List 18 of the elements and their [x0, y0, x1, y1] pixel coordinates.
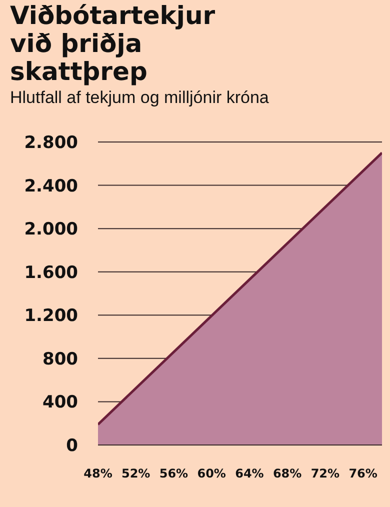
x-tick-label: 68% [272, 466, 302, 481]
x-tick-label: 60% [197, 466, 226, 481]
chart-subtitle: Hlutfall af tekjum og milljónir króna [10, 88, 269, 108]
y-tick-label: 800 [42, 349, 78, 370]
y-tick-label: 2.000 [24, 220, 78, 240]
y-tick-label: 0 [66, 436, 78, 456]
x-tick-label: 72% [310, 466, 340, 481]
x-tick-label: 56% [159, 466, 188, 481]
y-tick-label: 1.200 [24, 306, 78, 326]
x-tick-label: 76% [348, 466, 378, 481]
y-tick-label: 2.400 [24, 176, 78, 196]
x-tick-label: 48% [84, 466, 112, 481]
y-tick-label: 2.800 [24, 133, 78, 154]
y-tick-label: 1.600 [24, 262, 78, 283]
x-tick-label: 64% [235, 466, 264, 481]
y-tick-label: 400 [42, 392, 78, 413]
chart-title: Viðbótartekjur við þriðja skattþrep [10, 1, 216, 86]
x-tick-label: 52% [122, 466, 150, 481]
